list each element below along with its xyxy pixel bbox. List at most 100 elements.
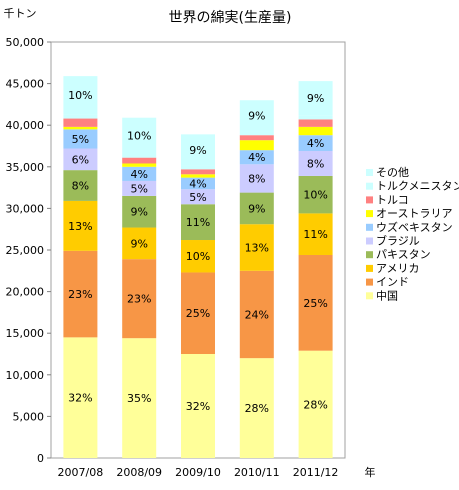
bar-segment bbox=[239, 100, 274, 132]
data-label: 11% bbox=[186, 216, 210, 229]
data-label: 35% bbox=[127, 392, 151, 405]
y-tick-label: 35,000 bbox=[6, 161, 45, 174]
data-label: 6% bbox=[72, 153, 89, 166]
bar-segment bbox=[122, 157, 157, 164]
y-tick-label: 45,000 bbox=[6, 78, 45, 91]
bar-segment bbox=[239, 358, 274, 458]
data-label: 9% bbox=[189, 144, 206, 157]
legend-swatch bbox=[366, 264, 373, 272]
legend-label: アメリカ bbox=[376, 262, 419, 275]
bar-segment bbox=[181, 189, 215, 205]
x-tick-label: 2010/11 bbox=[234, 466, 280, 479]
legend-label: トルコ bbox=[376, 193, 409, 206]
data-label: 10% bbox=[303, 189, 327, 202]
bar-segment bbox=[239, 150, 274, 165]
bar-segment bbox=[239, 270, 274, 359]
bar-segment bbox=[298, 213, 333, 255]
legend-label: オーストラリア bbox=[376, 207, 452, 220]
bar-segment bbox=[181, 240, 215, 273]
data-label: 4% bbox=[307, 137, 324, 150]
legend-label: パキスタン bbox=[376, 248, 431, 261]
x-axis-label: 年 bbox=[365, 465, 376, 479]
data-label: 4% bbox=[248, 151, 265, 164]
legend-swatch bbox=[366, 292, 373, 300]
legend-label: ウズベキスタン bbox=[376, 220, 453, 234]
x-tick-label: 2009/10 bbox=[175, 466, 221, 479]
bar-segment bbox=[181, 177, 215, 190]
data-label: 5% bbox=[189, 191, 206, 204]
bar-segment bbox=[298, 126, 333, 136]
data-label: 10% bbox=[186, 250, 210, 263]
y-tick-label: 0 bbox=[37, 452, 44, 465]
data-label: 9% bbox=[130, 206, 147, 219]
bar-segment bbox=[63, 76, 98, 115]
data-label: 9% bbox=[248, 202, 265, 215]
data-label: 23% bbox=[127, 293, 151, 306]
bar-segment bbox=[239, 135, 274, 141]
bar-segment bbox=[181, 272, 215, 354]
bar-segment bbox=[122, 153, 157, 158]
bar-segment bbox=[298, 119, 333, 127]
bar-segment bbox=[63, 200, 98, 251]
x-tick-label: 2008/09 bbox=[116, 466, 162, 479]
data-label: 24% bbox=[245, 308, 269, 321]
bar-segment bbox=[122, 338, 157, 458]
bar-segment bbox=[298, 135, 333, 151]
legend-swatch bbox=[366, 210, 373, 218]
y-tick-label: 40,000 bbox=[6, 119, 45, 132]
bar-segment bbox=[239, 224, 274, 271]
legend-swatch bbox=[366, 182, 373, 190]
x-tick-label: 2007/08 bbox=[58, 466, 104, 479]
bars-group: 32%23%13%8%6%5%10%35%23%9%9%5%4%10%32%25… bbox=[63, 76, 333, 458]
bar-segment bbox=[63, 114, 98, 119]
legend-label: 中国 bbox=[376, 289, 398, 302]
legend-swatch bbox=[366, 196, 373, 204]
bar-segment bbox=[122, 227, 157, 260]
bar-segment bbox=[122, 163, 157, 167]
data-label: 9% bbox=[248, 110, 265, 123]
bar-segment bbox=[63, 129, 98, 149]
bar-segment bbox=[298, 81, 333, 116]
legend-swatch bbox=[366, 169, 373, 176]
data-label: 4% bbox=[189, 177, 206, 190]
data-label: 23% bbox=[68, 288, 92, 301]
bar-segment bbox=[181, 165, 215, 170]
data-label: 13% bbox=[245, 242, 269, 255]
data-label: 4% bbox=[130, 168, 147, 181]
chart-title: 世界の綿実(生産量) bbox=[169, 10, 292, 26]
data-label: 28% bbox=[245, 402, 269, 415]
x-tick-label: 2011/12 bbox=[293, 466, 339, 479]
legend-label: トルクメニスタン bbox=[376, 180, 459, 193]
bar-segment bbox=[298, 350, 333, 458]
bar-segment bbox=[181, 169, 215, 175]
bar-segment bbox=[239, 140, 274, 151]
bar-segment bbox=[298, 150, 333, 176]
data-label: 32% bbox=[68, 392, 92, 405]
data-label: 9% bbox=[130, 237, 147, 250]
legend-swatch bbox=[366, 251, 373, 259]
y-axis: 0 5,000 10,000 15,000 20,000 25,000 30,000 35,0… bbox=[6, 36, 51, 465]
bar-segment bbox=[122, 180, 157, 196]
bar-segment bbox=[181, 204, 215, 241]
x-axis: 2007/08 2008/09 2009/10 2010/11 2011/12 bbox=[58, 466, 339, 479]
legend-swatch bbox=[366, 237, 373, 245]
bar-segment bbox=[239, 164, 274, 193]
y-tick-label: 5,000 bbox=[13, 410, 45, 423]
legend-label: ブラジル bbox=[376, 234, 420, 248]
data-label: 25% bbox=[303, 297, 327, 310]
data-label: 5% bbox=[72, 133, 89, 146]
bar-segment bbox=[122, 259, 157, 339]
bar-segment bbox=[239, 131, 274, 136]
bar-segment bbox=[181, 134, 215, 166]
data-label: 10% bbox=[68, 89, 92, 102]
y-tick-label: 10,000 bbox=[6, 369, 45, 382]
bar-segment bbox=[63, 118, 98, 127]
data-label: 25% bbox=[186, 307, 210, 320]
data-label: 8% bbox=[72, 180, 89, 193]
data-label: 10% bbox=[127, 130, 151, 143]
bar-segment bbox=[63, 148, 98, 171]
bar-segment bbox=[181, 354, 215, 458]
bar-segment bbox=[298, 115, 333, 120]
data-label: 8% bbox=[307, 157, 324, 170]
